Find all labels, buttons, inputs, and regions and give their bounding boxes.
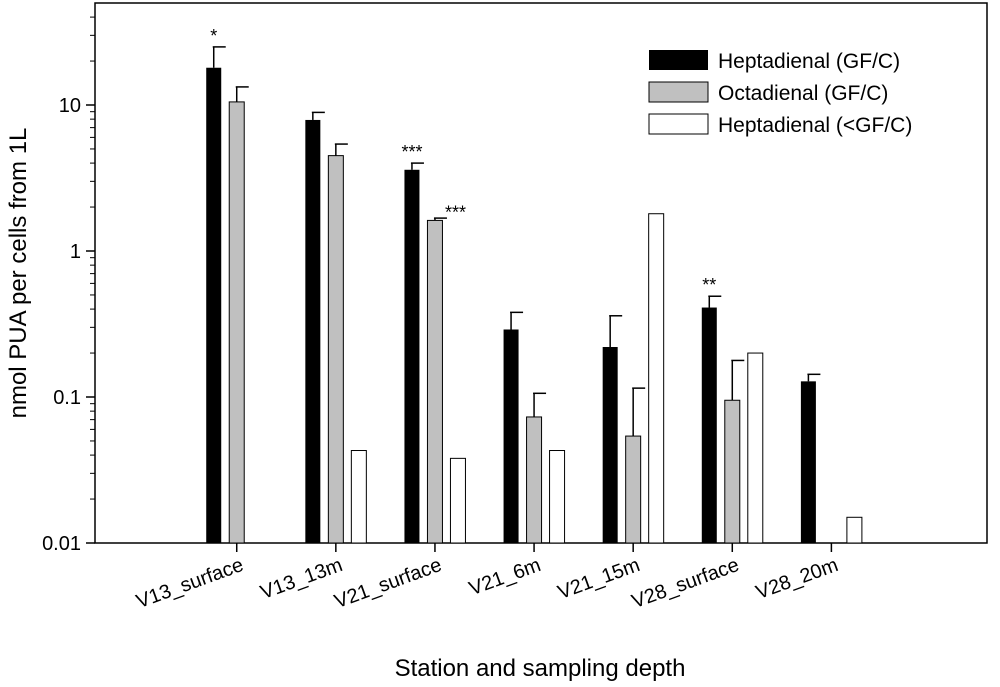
bar	[549, 450, 566, 544]
legend-label: Heptadienal (GF/C)	[718, 50, 900, 73]
bar	[648, 213, 665, 544]
legend-swatch	[648, 81, 709, 103]
x-tick-label: V28_surface	[629, 554, 742, 613]
x-axis-title: Station and sampling depth	[395, 655, 686, 682]
y-tick-label: 1	[70, 241, 81, 263]
bar	[228, 101, 245, 544]
significance-label: *	[210, 26, 217, 46]
bar	[747, 352, 764, 544]
legend-label: Heptadienal (<GF/C)	[718, 114, 912, 137]
legend-swatch	[648, 113, 709, 135]
y-axis: 0.01 0.1 1 10	[42, 16, 95, 555]
bars: *********	[206, 26, 863, 544]
bar	[305, 119, 321, 543]
bar	[846, 516, 863, 544]
bar	[404, 169, 420, 543]
bar	[449, 457, 466, 544]
x-tick-label: V28_20m	[753, 554, 841, 604]
bar	[327, 155, 344, 544]
x-tick-label: V21_6m	[466, 554, 544, 600]
legend-label: Octadienal (GF/C)	[718, 82, 888, 105]
x-tick-label: V13_surface	[133, 554, 246, 613]
x-tick-label: V21_surface	[332, 554, 445, 613]
y-axis-title: nmol PUA per cells from 1L	[5, 128, 32, 419]
legend-swatch	[649, 50, 708, 70]
bar	[526, 416, 543, 544]
legend: Heptadienal (GF/C) Octadienal (GF/C) Hepta…	[648, 50, 912, 137]
bar	[701, 307, 717, 543]
significance-label: **	[702, 275, 716, 295]
significance-label: ***	[401, 142, 422, 162]
y-tick-label: 0.01	[42, 533, 81, 555]
bar	[206, 67, 222, 543]
bar	[800, 381, 816, 543]
bar	[503, 329, 519, 543]
bar	[350, 450, 367, 544]
bar	[625, 435, 642, 544]
significance-label: ***	[445, 202, 466, 222]
bar	[724, 399, 741, 544]
y-tick-label: 10	[59, 95, 81, 117]
y-tick-label: 0.1	[53, 387, 81, 409]
bar	[602, 347, 618, 543]
bar	[426, 219, 443, 544]
